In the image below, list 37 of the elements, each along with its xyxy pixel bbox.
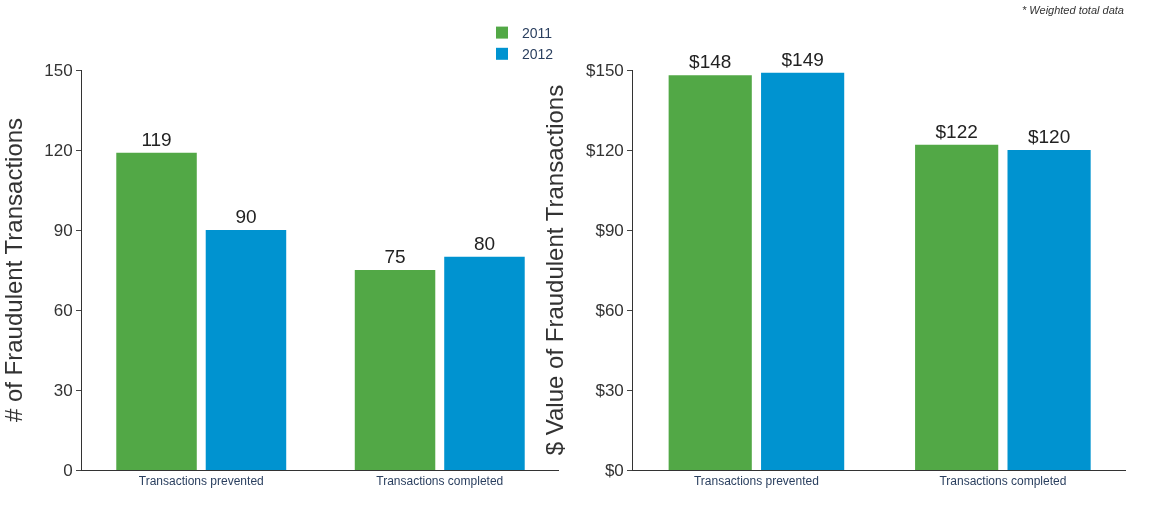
x-tick-label: Transactions prevented	[693, 474, 819, 489]
data-label: 75	[384, 246, 406, 267]
bar	[444, 256, 525, 470]
y-tick-label: $150	[585, 60, 624, 80]
data-label: 80	[473, 232, 496, 254]
y-tick-label: $0	[604, 460, 624, 480]
data-label: 119	[141, 128, 172, 150]
y-tick-label: 120	[44, 140, 73, 160]
text: * Weighted total data	[1022, 4, 1124, 16]
y-tick-label: 90	[53, 220, 73, 240]
y-tick-label: 150	[44, 60, 73, 80]
data-label: 90	[235, 206, 257, 227]
x-tick-label: Transactions prevented	[138, 474, 264, 489]
y-axis-title: # of Fraudulent Transactions	[0, 117, 27, 423]
y-tick-label: $60	[595, 300, 624, 320]
legend-label: 2012	[522, 46, 554, 63]
bar	[354, 270, 436, 470]
data-label: $149	[781, 48, 824, 70]
y-tick-label: 0	[63, 460, 73, 480]
data-label: $122	[935, 120, 978, 142]
y-tick-label: $120	[585, 140, 624, 160]
legend-label: 2011	[522, 25, 553, 42]
bar	[1007, 150, 1091, 470]
bar	[668, 75, 752, 470]
y-tick-label: $90	[595, 220, 624, 240]
y-axis-title: $ Value of Fraudulent Transactions	[541, 84, 569, 456]
bar	[116, 152, 197, 470]
data-label: $120	[1027, 126, 1071, 147]
y-tick-label: $30	[595, 380, 624, 400]
data-label: $148	[689, 51, 732, 73]
x-tick-label: Transactions completed	[939, 474, 1067, 489]
bar	[915, 144, 999, 470]
x-tick-label: Transactions completed	[376, 474, 504, 489]
bar	[761, 72, 845, 470]
y-tick-label: 30	[53, 380, 73, 400]
y-tick-label: 60	[53, 300, 73, 320]
bar	[205, 230, 287, 470]
